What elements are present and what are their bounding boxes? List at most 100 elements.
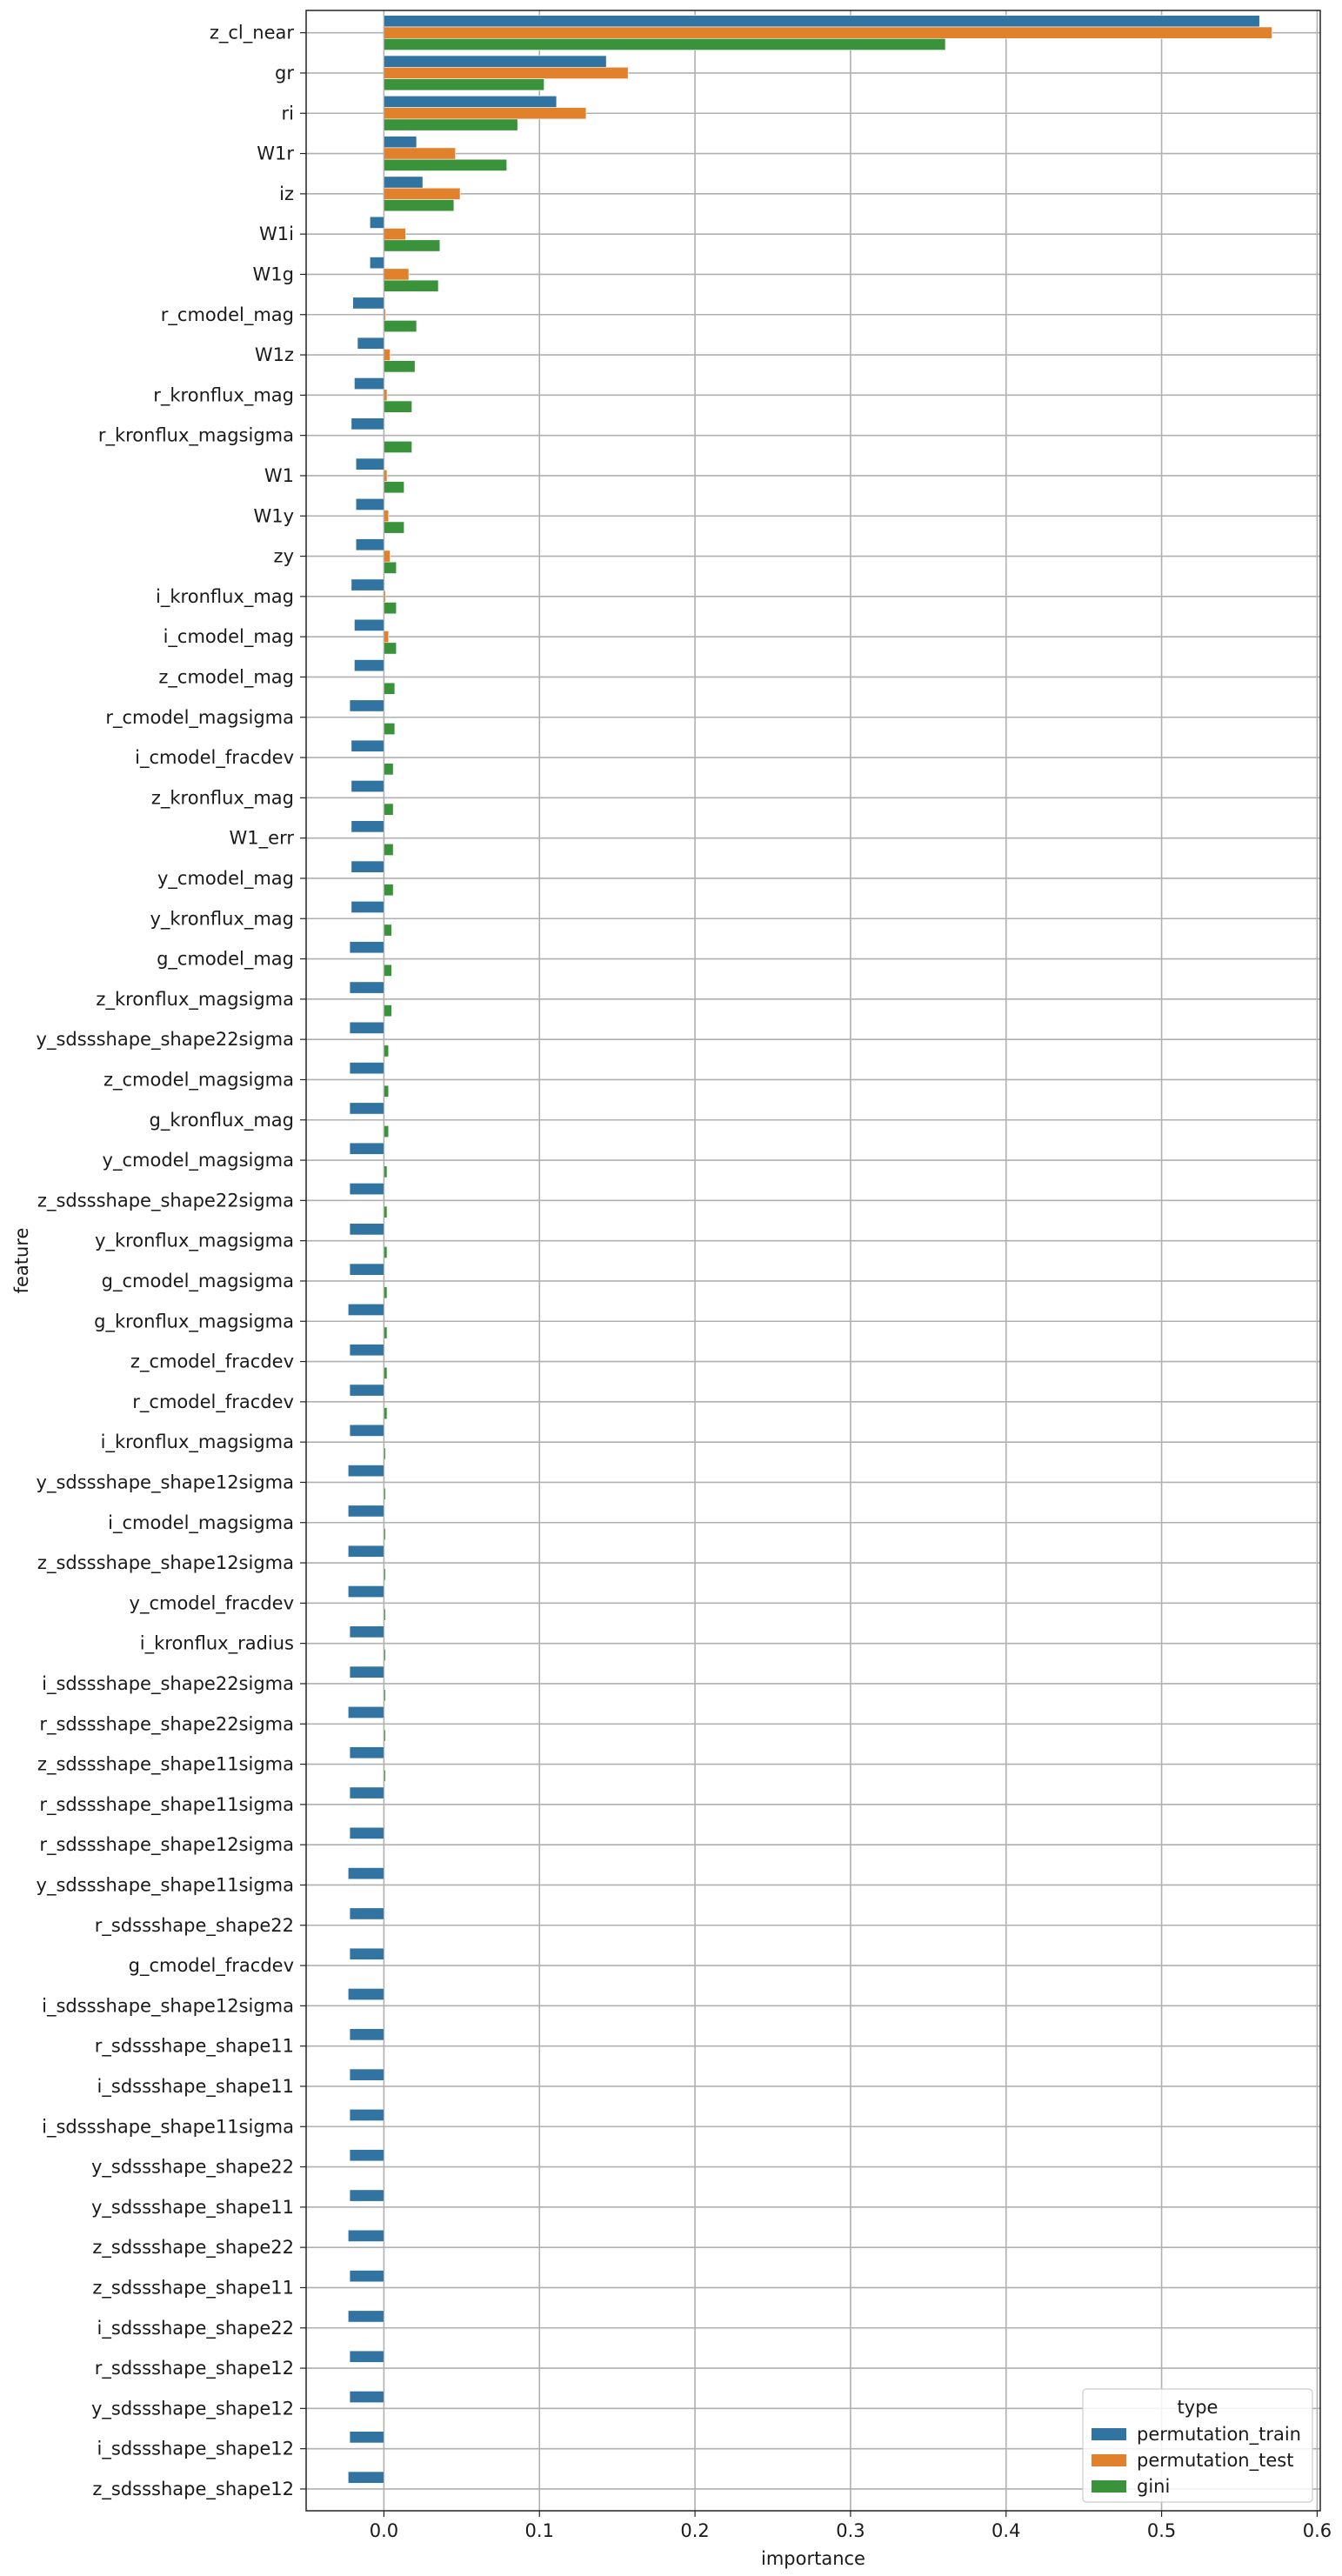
y-tick-label-y_cmodel_magsigma: y_cmodel_magsigma xyxy=(103,1150,294,1171)
bar-permutation_train-z_sdssshape_shape11sigma xyxy=(349,1746,384,1759)
bars-layer xyxy=(347,15,1272,2484)
y-tick-label-y_cmodel_mag: y_cmodel_mag xyxy=(157,868,294,890)
y-tick-label-W1i: W1i xyxy=(259,224,294,244)
bar-permutation_train-g_cmodel_magsigma xyxy=(349,1263,384,1276)
bar-permutation_train-y_sdssshape_shape12 xyxy=(349,2391,384,2403)
bar-gini-i_kronflux_mag xyxy=(384,602,397,615)
y-tick-label-y_kronflux_mag: y_kronflux_mag xyxy=(150,908,294,930)
bar-permutation_train-zy xyxy=(355,538,384,551)
y-tick-label-r_kronflux_mag: r_kronflux_mag xyxy=(153,384,294,406)
x-tick-label-5: 0.5 xyxy=(1147,2520,1176,2541)
bar-gini-W1g xyxy=(384,279,439,292)
bar-permutation_train-W1 xyxy=(355,457,384,470)
bar-permutation_train-z_sdssshape_shape12sigma xyxy=(347,1545,384,1558)
bar-permutation_train-r_cmodel_mag xyxy=(352,297,384,310)
bar-permutation_train-g_kronflux_mag xyxy=(349,1102,384,1115)
x-axis-label: importance xyxy=(761,2548,865,2569)
legend-label-gini: gini xyxy=(1137,2476,1170,2497)
bar-permutation_train-W1y xyxy=(355,497,384,511)
y-tick-label-r_sdssshape_shape12sigma: r_sdssshape_shape12sigma xyxy=(39,1834,294,1856)
bar-permutation_train-z_cmodel_magsigma xyxy=(349,1062,384,1075)
bar-permutation_train-z_sdssshape_shape22 xyxy=(347,2229,384,2242)
bar-permutation_train-W1z xyxy=(357,337,384,350)
bar-permutation_train-i_sdssshape_shape12sigma xyxy=(347,1988,384,2000)
y-tick-label-i_kronflux_mag: i_kronflux_mag xyxy=(156,586,294,608)
x-tick-label-1: 0.1 xyxy=(525,2520,554,2541)
y-tick-label-z_cmodel_fracdev: z_cmodel_fracdev xyxy=(130,1351,294,1373)
y-tick-label-i_sdssshape_shape22: i_sdssshape_shape22 xyxy=(97,2318,294,2339)
y-tick-label-W1g: W1g xyxy=(253,264,294,284)
x-tick-label-4: 0.4 xyxy=(991,2520,1020,2541)
y-tick-label-r_cmodel_magsigma: r_cmodel_magsigma xyxy=(105,707,294,729)
y-tick-label-i_cmodel_magsigma: i_cmodel_magsigma xyxy=(108,1512,294,1534)
bar-gini-i_cmodel_fracdev xyxy=(384,763,394,776)
legend-title: type xyxy=(1178,2397,1218,2418)
bar-gini-W1r xyxy=(384,158,507,171)
bar-permutation_train-r_sdssshape_shape11 xyxy=(349,2028,384,2041)
y-tick-label-r_sdssshape_shape12: r_sdssshape_shape12 xyxy=(95,2358,294,2379)
bar-gini-r_cmodel_magsigma xyxy=(384,723,396,736)
bar-gini-g_kronflux_magsigma xyxy=(384,1326,388,1339)
legend-label-permutation_train: permutation_train xyxy=(1137,2424,1301,2446)
y-tick-label-y_sdssshape_shape22sigma: y_sdssshape_shape22sigma xyxy=(37,1029,294,1051)
bar-permutation_test-gr xyxy=(384,67,629,79)
bar-gini-g_cmodel_magsigma xyxy=(384,1286,388,1299)
x-tick-label-6: 0.6 xyxy=(1303,2520,1332,2541)
y-tick-label-z_cmodel_mag: z_cmodel_mag xyxy=(158,666,294,688)
bar-permutation_train-g_cmodel_fracdev xyxy=(349,1947,384,1960)
bar-gini-z_cmodel_magsigma xyxy=(384,1084,390,1098)
y-tick-label-iz: iz xyxy=(279,184,294,204)
bar-permutation_train-r_cmodel_magsigma xyxy=(349,699,384,712)
bar-permutation_train-z_kronflux_mag xyxy=(351,780,384,793)
y-tick-label-ri: ri xyxy=(282,103,294,123)
y-tick-label-g_kronflux_magsigma: g_kronflux_magsigma xyxy=(94,1311,294,1332)
y-tick-label-r_sdssshape_shape22sigma: r_sdssshape_shape22sigma xyxy=(39,1713,294,1735)
bar-permutation_train-y_sdssshape_shape22 xyxy=(349,2149,384,2162)
y-tick-label-z_cmodel_magsigma: z_cmodel_magsigma xyxy=(103,1069,294,1091)
bar-gini-r_kronflux_magsigma xyxy=(384,440,412,453)
bar-gini-r_cmodel_mag xyxy=(384,320,417,332)
bar-gini-gr xyxy=(384,78,544,91)
legend-swatch-gini xyxy=(1092,2480,1126,2493)
bar-permutation_train-z_cl_near xyxy=(384,15,1260,28)
y-tick-label-z_sdssshape_shape12sigma: z_sdssshape_shape12sigma xyxy=(37,1552,294,1574)
y-tick-label-i_sdssshape_shape11: i_sdssshape_shape11 xyxy=(97,2076,294,2098)
bar-permutation_train-g_cmodel_mag xyxy=(349,941,384,954)
y-tick-label-W1: W1 xyxy=(264,465,294,486)
y-tick-label-zy: zy xyxy=(274,546,294,567)
bar-permutation_train-i_cmodel_mag xyxy=(354,618,384,631)
bar-permutation_train-y_sdssshape_shape11sigma xyxy=(347,1867,384,1880)
y-axis-label: feature xyxy=(11,1228,32,1294)
y-tick-label-r_kronflux_magsigma: r_kronflux_magsigma xyxy=(98,425,294,447)
bar-gini-z_cl_near xyxy=(384,37,946,50)
bar-gini-z_kronflux_mag xyxy=(384,803,394,816)
x-tick-labels: 0.0 0.1 0.2 0.3 0.4 0.5 0.6 xyxy=(370,2511,1332,2541)
bar-gini-r_cmodel_fracdev xyxy=(384,1407,388,1420)
bar-permutation_train-z_cmodel_fracdev xyxy=(349,1344,384,1357)
bar-permutation_train-i_cmodel_magsigma xyxy=(347,1505,384,1518)
y-tick-label-z_kronflux_magsigma: z_kronflux_magsigma xyxy=(96,989,294,1011)
bar-permutation_train-i_sdssshape_shape11 xyxy=(349,2068,384,2081)
y-tick-label-i_cmodel_fracdev: i_cmodel_fracdev xyxy=(135,747,294,769)
bar-permutation_train-z_sdssshape_shape11 xyxy=(349,2270,384,2283)
y-tick-label-g_cmodel_fracdev: g_cmodel_fracdev xyxy=(129,1955,294,1977)
y-tick-label-r_sdssshape_shape22: r_sdssshape_shape22 xyxy=(95,1915,294,1937)
bar-gini-ri xyxy=(384,118,518,131)
y-tick-label-z_sdssshape_shape22: z_sdssshape_shape22 xyxy=(92,2237,294,2259)
bar-permutation_test-W1i xyxy=(384,228,406,241)
y-tick-label-i_sdssshape_shape11sigma: i_sdssshape_shape11sigma xyxy=(42,2116,294,2138)
bar-permutation_train-W1i xyxy=(370,216,384,229)
y-tick-label-i_cmodel_mag: i_cmodel_mag xyxy=(164,626,294,648)
bar-permutation_test-ri xyxy=(384,107,587,120)
bar-gini-z_cmodel_fracdev xyxy=(384,1366,388,1379)
y-tick-label-z_kronflux_mag: z_kronflux_mag xyxy=(151,787,294,809)
bar-permutation_train-W1r xyxy=(384,136,417,149)
bar-permutation_test-W1r xyxy=(384,147,456,160)
y-tick-label-i_sdssshape_shape22sigma: i_sdssshape_shape22sigma xyxy=(42,1673,294,1695)
bar-gini-g_kronflux_mag xyxy=(384,1125,390,1138)
bar-permutation_train-r_sdssshape_shape12 xyxy=(349,2350,384,2363)
y-tick-label-y_kronflux_magsigma: y_kronflux_magsigma xyxy=(95,1231,294,1252)
